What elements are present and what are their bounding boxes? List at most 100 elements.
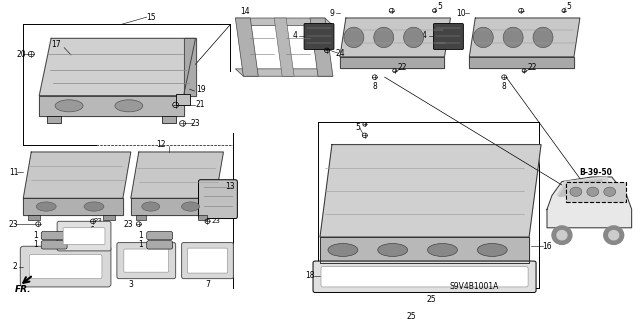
Ellipse shape bbox=[503, 27, 523, 48]
Text: 19: 19 bbox=[196, 85, 205, 94]
FancyBboxPatch shape bbox=[147, 241, 173, 249]
Text: 23: 23 bbox=[93, 218, 102, 224]
Circle shape bbox=[604, 226, 623, 244]
Text: 16: 16 bbox=[542, 242, 552, 251]
Ellipse shape bbox=[36, 202, 56, 211]
Text: 1: 1 bbox=[138, 240, 143, 249]
Polygon shape bbox=[236, 69, 333, 76]
Text: 8: 8 bbox=[372, 82, 377, 91]
Ellipse shape bbox=[428, 243, 458, 256]
Text: 23: 23 bbox=[211, 218, 220, 224]
Text: 5: 5 bbox=[566, 3, 572, 11]
Text: 20: 20 bbox=[17, 49, 26, 59]
FancyBboxPatch shape bbox=[304, 24, 334, 49]
Bar bbox=[103, 215, 115, 220]
Ellipse shape bbox=[604, 187, 616, 197]
Ellipse shape bbox=[55, 100, 83, 112]
Ellipse shape bbox=[587, 187, 599, 197]
Text: 4: 4 bbox=[422, 31, 427, 40]
Ellipse shape bbox=[477, 243, 507, 256]
Text: 4: 4 bbox=[292, 31, 298, 40]
Polygon shape bbox=[469, 18, 580, 57]
Polygon shape bbox=[320, 145, 541, 237]
Text: 21: 21 bbox=[196, 100, 205, 109]
Text: S9V4B1001A: S9V4B1001A bbox=[449, 281, 499, 291]
Text: 17: 17 bbox=[51, 40, 61, 49]
Text: 22: 22 bbox=[527, 63, 537, 72]
Text: 12: 12 bbox=[156, 140, 166, 149]
Text: 13: 13 bbox=[225, 182, 235, 191]
Text: 11: 11 bbox=[10, 168, 19, 177]
Polygon shape bbox=[39, 96, 184, 116]
Circle shape bbox=[609, 231, 619, 240]
Polygon shape bbox=[469, 57, 574, 68]
Polygon shape bbox=[39, 38, 196, 96]
Bar bbox=[566, 182, 626, 202]
FancyBboxPatch shape bbox=[321, 267, 528, 287]
Polygon shape bbox=[236, 18, 333, 26]
FancyBboxPatch shape bbox=[182, 242, 234, 278]
Bar bbox=[162, 116, 175, 123]
Polygon shape bbox=[340, 18, 451, 57]
Text: 23: 23 bbox=[191, 119, 200, 128]
Text: 2: 2 bbox=[13, 262, 18, 271]
Text: 15: 15 bbox=[146, 12, 156, 22]
FancyBboxPatch shape bbox=[117, 242, 175, 278]
Text: 25: 25 bbox=[427, 295, 436, 304]
Text: 1: 1 bbox=[138, 231, 143, 240]
Text: 8: 8 bbox=[502, 82, 507, 91]
Text: FR.: FR. bbox=[15, 286, 31, 294]
Polygon shape bbox=[559, 180, 604, 197]
Ellipse shape bbox=[142, 202, 160, 211]
Text: 3: 3 bbox=[129, 280, 133, 289]
Circle shape bbox=[552, 226, 572, 244]
Polygon shape bbox=[184, 38, 196, 96]
Polygon shape bbox=[557, 177, 612, 196]
FancyBboxPatch shape bbox=[41, 241, 67, 249]
Polygon shape bbox=[320, 237, 529, 263]
FancyBboxPatch shape bbox=[57, 221, 111, 251]
Polygon shape bbox=[547, 177, 632, 228]
Polygon shape bbox=[131, 198, 216, 215]
Ellipse shape bbox=[115, 100, 143, 112]
Text: 25: 25 bbox=[407, 312, 417, 319]
FancyBboxPatch shape bbox=[188, 248, 227, 273]
Polygon shape bbox=[236, 18, 259, 76]
Ellipse shape bbox=[182, 202, 200, 211]
Text: 9: 9 bbox=[330, 9, 334, 18]
Text: 1: 1 bbox=[33, 240, 38, 249]
FancyBboxPatch shape bbox=[147, 232, 173, 240]
Text: B-39-50: B-39-50 bbox=[579, 168, 612, 177]
FancyBboxPatch shape bbox=[198, 180, 237, 219]
FancyBboxPatch shape bbox=[124, 249, 169, 272]
Polygon shape bbox=[340, 57, 444, 68]
Ellipse shape bbox=[374, 27, 394, 48]
Text: 24: 24 bbox=[335, 48, 345, 58]
Ellipse shape bbox=[328, 243, 358, 256]
Ellipse shape bbox=[344, 27, 364, 48]
Bar bbox=[175, 94, 189, 105]
Bar bbox=[136, 215, 146, 220]
Text: 18: 18 bbox=[305, 271, 315, 280]
FancyBboxPatch shape bbox=[313, 261, 536, 293]
Bar bbox=[198, 215, 207, 220]
Bar bbox=[28, 215, 40, 220]
FancyBboxPatch shape bbox=[433, 24, 463, 49]
Text: 23: 23 bbox=[123, 219, 132, 229]
Text: 10: 10 bbox=[456, 9, 466, 18]
FancyBboxPatch shape bbox=[20, 246, 111, 287]
Text: 6: 6 bbox=[90, 226, 95, 235]
Ellipse shape bbox=[404, 27, 424, 48]
Bar bbox=[47, 116, 61, 123]
Text: 5: 5 bbox=[437, 3, 442, 11]
Polygon shape bbox=[310, 18, 333, 76]
Ellipse shape bbox=[378, 243, 408, 256]
Text: 1: 1 bbox=[33, 231, 38, 240]
Text: 22: 22 bbox=[398, 63, 408, 72]
Text: 5: 5 bbox=[355, 123, 360, 132]
Ellipse shape bbox=[533, 27, 553, 48]
Polygon shape bbox=[274, 18, 294, 76]
Ellipse shape bbox=[84, 202, 104, 211]
FancyBboxPatch shape bbox=[41, 232, 67, 240]
Text: 14: 14 bbox=[241, 7, 250, 16]
